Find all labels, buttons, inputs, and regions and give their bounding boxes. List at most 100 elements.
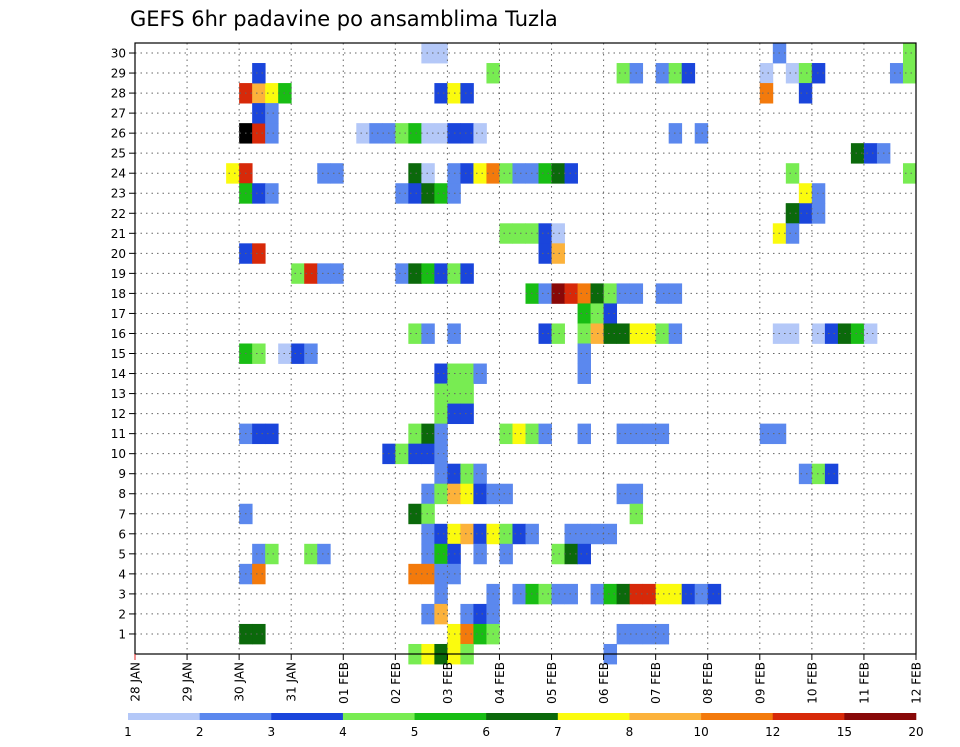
heatmap-cell — [460, 83, 474, 104]
plot-frame — [134, 42, 917, 655]
heatmap-cell — [759, 83, 774, 104]
heatmap-cell — [226, 163, 240, 184]
heatmap-cell — [434, 543, 448, 565]
heatmap-cell — [603, 523, 618, 545]
colorbar-swatch — [486, 713, 559, 720]
heatmap-cell — [694, 583, 709, 605]
x-tick-label: 04 FEB — [493, 662, 507, 704]
heatmap-cell — [655, 623, 670, 645]
heatmap-cell — [694, 123, 709, 144]
heatmap-cell — [408, 323, 422, 344]
heatmap-cell — [499, 163, 513, 184]
y-axis-ticks: 1234567891011121314151617181920212223242… — [111, 47, 135, 641]
heatmap-cell — [460, 483, 474, 505]
heatmap-cell — [538, 583, 552, 605]
heatmap-cell — [798, 183, 813, 204]
heatmap-cell — [655, 283, 670, 304]
y-tick-label: 8 — [118, 487, 126, 501]
grid-lines — [135, 43, 916, 654]
heatmap-cell — [785, 203, 800, 224]
heatmap-cell — [252, 343, 266, 364]
y-tick-label: 3 — [118, 587, 126, 601]
heatmap-cell — [499, 523, 513, 545]
heatmap-cell — [850, 323, 865, 344]
heatmap-cell — [252, 623, 266, 645]
x-tick-label: 11 FEB — [857, 662, 871, 704]
x-tick-label: 03 FEB — [441, 662, 455, 704]
heatmap-cell — [499, 223, 513, 244]
heatmap-cell — [421, 183, 435, 204]
heatmap-cell — [434, 403, 448, 425]
heatmap-cell — [408, 263, 422, 284]
heatmap-cell — [577, 283, 591, 304]
heatmap-cell — [434, 603, 448, 625]
heatmap-cell — [252, 123, 266, 144]
heatmap-cell — [538, 163, 552, 184]
colorbar-label: 4 — [339, 725, 347, 739]
heatmap-cell — [798, 63, 813, 84]
y-tick-label: 2 — [118, 607, 126, 621]
heatmap-cell — [577, 423, 591, 445]
heatmap-cell — [616, 283, 631, 304]
heatmap-cell — [395, 263, 409, 284]
y-tick-label: 12 — [111, 407, 126, 421]
colorbar-swatch — [844, 713, 917, 720]
heatmap-cell — [538, 243, 552, 264]
y-tick-label: 14 — [111, 367, 126, 381]
heatmap-cell — [811, 323, 826, 344]
heatmap-cell — [473, 543, 487, 565]
heatmap-cell — [512, 583, 526, 605]
x-tick-label: 09 FEB — [753, 662, 767, 704]
colorbar-swatch — [128, 713, 200, 720]
heatmap-cell — [421, 483, 435, 505]
heatmap-cell — [642, 623, 657, 645]
heatmap-cell — [616, 483, 631, 505]
heatmap-cell — [499, 423, 513, 445]
heatmap-cell — [304, 343, 318, 364]
y-tick-label: 11 — [111, 427, 126, 441]
heatmap-cell — [798, 463, 813, 485]
heatmap-cell — [473, 123, 487, 144]
heatmap-cell — [421, 43, 435, 64]
heatmap-cell — [408, 163, 422, 184]
heatmap-cell — [603, 283, 618, 304]
x-tick-label: 06 FEB — [597, 662, 611, 704]
heatmap-cell — [460, 623, 474, 645]
heatmap-cell — [616, 623, 631, 645]
heatmap-cell — [252, 543, 266, 565]
y-tick-label: 18 — [111, 287, 126, 301]
heatmap-cell — [434, 423, 448, 445]
heatmap-cell — [551, 283, 565, 304]
heatmap-cell — [655, 63, 670, 84]
heatmap-cell — [798, 83, 813, 104]
heatmap-cell — [824, 323, 839, 344]
heatmap-cell — [655, 423, 670, 445]
heatmap-cell — [460, 363, 474, 384]
heatmap-cell — [512, 163, 526, 184]
heatmap-cell — [408, 123, 422, 144]
heatmap-cell — [577, 303, 591, 324]
heatmap-cell — [434, 363, 448, 384]
colorbar-legend: 1 2 3 4 5 6 7 8 10 12 15 20 — [124, 713, 924, 739]
heatmap-cell — [616, 583, 631, 605]
heatmap-cell — [473, 623, 487, 645]
heatmap-cell — [291, 343, 305, 364]
heatmap-cell — [252, 83, 266, 104]
heatmap-cell — [421, 443, 435, 465]
colorbar-swatch — [342, 713, 415, 720]
heatmap-cell — [551, 223, 565, 244]
heatmap-cell — [473, 363, 487, 384]
heatmap-cell — [603, 303, 618, 324]
heatmap-cell — [616, 323, 631, 344]
heatmap-cell — [655, 583, 670, 605]
heatmap-cell — [473, 603, 487, 625]
heatmap-cell — [460, 523, 474, 545]
heatmap-cell — [460, 463, 474, 485]
colorbar-label: 2 — [196, 725, 204, 739]
heatmap-cell — [538, 423, 552, 445]
heatmap-cell — [408, 443, 422, 465]
heatmap-cell — [577, 363, 591, 384]
chart-title: GEFS 6hr padavine po ansamblima Tuzla — [130, 7, 558, 31]
